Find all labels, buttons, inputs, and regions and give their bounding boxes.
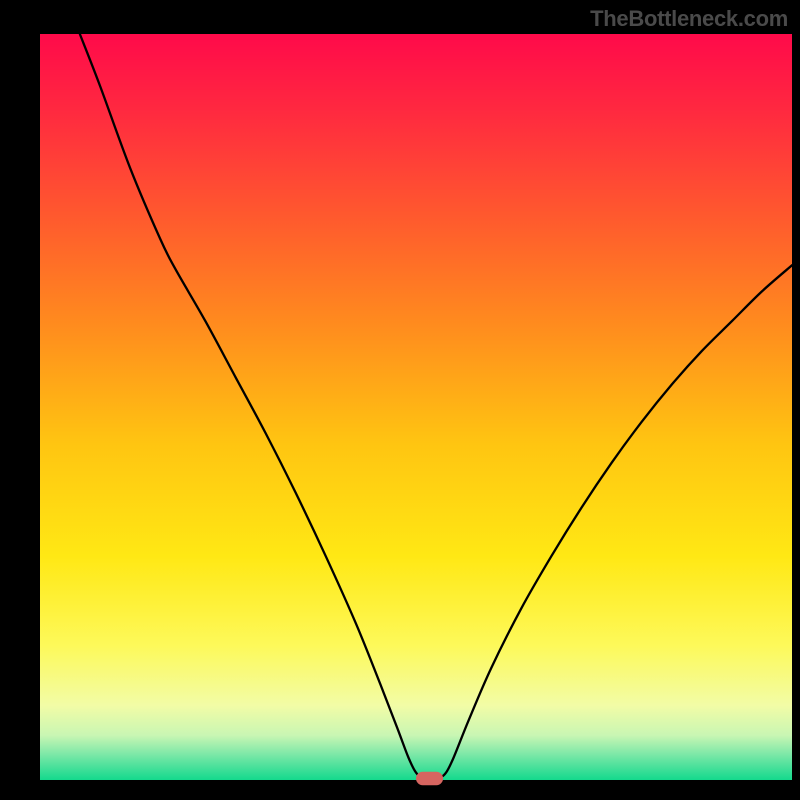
plot-background bbox=[40, 34, 792, 780]
bottleneck-chart bbox=[0, 0, 800, 800]
watermark-text: TheBottleneck.com bbox=[590, 6, 788, 32]
optimum-marker bbox=[416, 772, 443, 785]
